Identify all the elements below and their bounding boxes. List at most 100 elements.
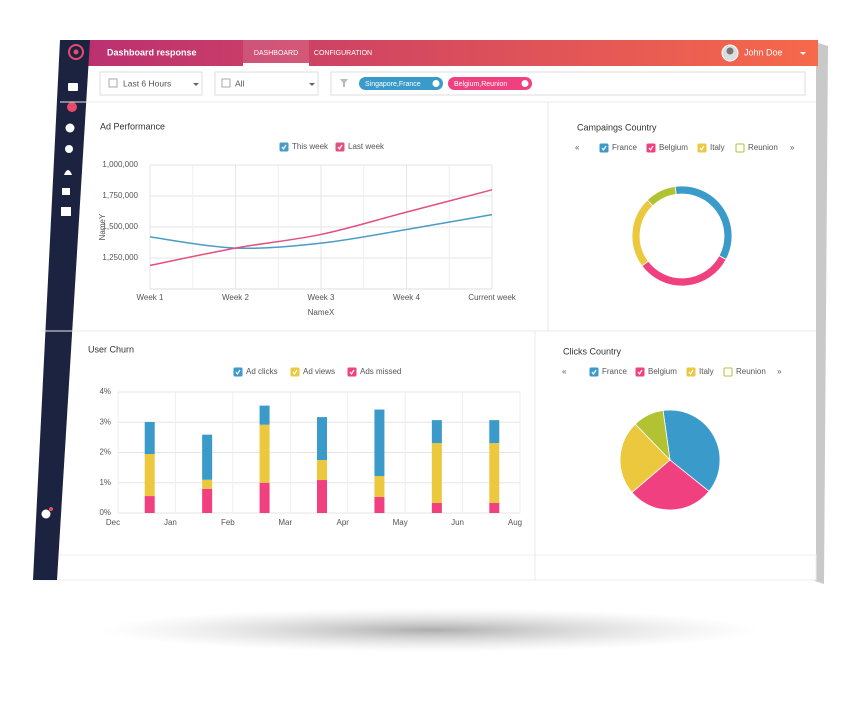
y-tick-label: 0% (99, 508, 111, 517)
time-select[interactable] (99, 71, 203, 96)
slice (619, 423, 671, 493)
legend-label: Ad views (303, 367, 335, 376)
legend-label: Ads missed (360, 367, 401, 376)
tag-pill[interactable] (448, 77, 532, 90)
tab[interactable]: DASHBOARD (254, 50, 298, 57)
y-tick-label: 1,250,000 (102, 253, 138, 262)
bar-segment (259, 482, 270, 513)
legend-check (637, 369, 643, 376)
chart-title: User Churn (88, 344, 134, 354)
tag-remove[interactable] (521, 80, 529, 87)
legend-check (601, 145, 607, 152)
legend-check (699, 145, 705, 152)
legend-label: Last week (348, 142, 385, 151)
bar-segment (317, 417, 327, 461)
legend-label: Reunion (748, 143, 778, 152)
sidebar (33, 40, 90, 580)
chart-title: Ad Performance (100, 121, 165, 131)
series-line (149, 213, 493, 250)
x-tick-label: Week 3 (308, 293, 336, 302)
calendar-icon (108, 78, 118, 88)
icon-gift[interactable] (62, 188, 70, 195)
legend-prev: « (575, 143, 580, 152)
legend-box (723, 367, 733, 377)
legend-box (589, 367, 599, 377)
x-tick-label: Mar (278, 518, 292, 527)
legend-check (591, 369, 597, 376)
y-tick-label: 1,750,000 (102, 191, 138, 200)
icon-chart[interactable] (67, 102, 77, 112)
logo (68, 44, 84, 60)
y-tick-label: 1,000,000 (102, 160, 138, 169)
icon-settings[interactable] (41, 509, 51, 519)
icon-server[interactable] (68, 83, 78, 91)
user-name[interactable]: John Doe (744, 47, 783, 57)
caret (193, 83, 199, 86)
icon-pie[interactable] (65, 123, 75, 133)
bar-segment (144, 496, 155, 513)
bar-segment (489, 503, 500, 513)
tag-text: Singapore,France (365, 81, 421, 88)
sidebar-icons (41, 83, 78, 519)
active-tab-bg[interactable] (243, 40, 309, 66)
x-tick-label: Week 1 (137, 293, 165, 302)
logo-dot (73, 49, 79, 55)
tag-remove[interactable] (432, 80, 440, 87)
x-tick-label: Current week (468, 293, 517, 302)
bar-segment (202, 434, 213, 480)
y-tick-label: 2% (99, 448, 111, 457)
bar-segment (317, 480, 327, 513)
bar-segment (202, 479, 213, 489)
scope-select[interactable] (214, 71, 319, 96)
y-axis-title: NameY (98, 213, 107, 240)
folder-icon (221, 78, 231, 88)
legend-label: France (602, 367, 627, 376)
legend-check (281, 144, 287, 151)
bottom-row (39, 554, 817, 581)
x-tick-label: Dec (106, 518, 120, 527)
bar-segment (431, 443, 442, 504)
legend-check (688, 369, 694, 376)
legend-next: » (790, 143, 795, 152)
y-tick-label: 4% (99, 387, 111, 396)
bar-segment (374, 476, 385, 497)
tag-pill[interactable] (359, 77, 443, 90)
x-tick-label: Jan (164, 518, 177, 527)
icon-bell[interactable] (64, 170, 72, 175)
tab[interactable]: CONFIGURATION (314, 50, 372, 57)
bar-segment (489, 443, 500, 504)
filter-icon (340, 79, 348, 87)
user-caret[interactable] (800, 52, 806, 55)
x-tick-label: Aug (508, 518, 522, 527)
bar-segment (144, 454, 155, 497)
panel-borders (40, 101, 816, 580)
bar-segment (431, 420, 442, 444)
slice (662, 409, 721, 492)
y-tick-label: 1% (99, 478, 111, 487)
active-tab-underline (243, 63, 309, 66)
legend-label: This week (292, 142, 329, 151)
shadow (100, 608, 760, 652)
bar-segment (259, 424, 270, 483)
bar-segment (374, 496, 385, 513)
tag-filter[interactable] (330, 71, 806, 96)
icon-pin[interactable] (65, 145, 73, 153)
legend-box (279, 142, 289, 152)
icon-add[interactable] (61, 207, 71, 216)
bar-segment (489, 420, 500, 444)
slice (631, 459, 710, 511)
y-tick-label: 1,500,000 (102, 222, 138, 231)
tag-text: Belgium,Reunion (454, 81, 507, 88)
legend-check (337, 144, 343, 151)
x-tick-label: Apr (336, 518, 349, 527)
time-value: Last 6 Hours (123, 78, 171, 88)
legend-check (648, 145, 654, 152)
legend-label: Reunion (736, 367, 766, 376)
x-tick-label: Week 4 (393, 293, 421, 302)
scope-value: All (235, 78, 245, 88)
chart-title: Campaings Country (577, 122, 657, 132)
legend-label: Ad clicks (246, 367, 278, 376)
legend-check (292, 369, 298, 376)
caret (309, 83, 315, 86)
bar-segment (202, 488, 213, 513)
